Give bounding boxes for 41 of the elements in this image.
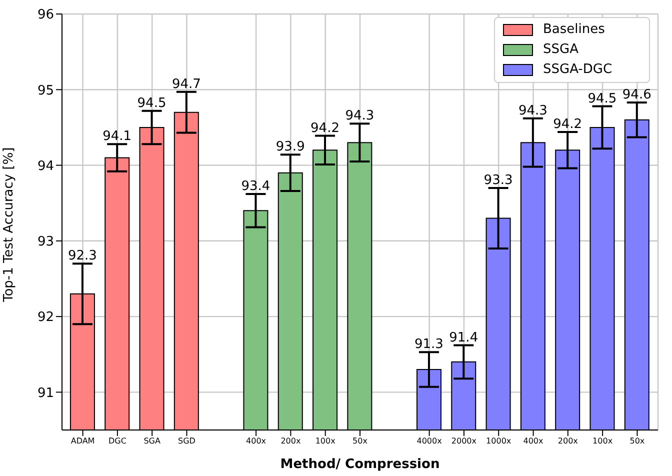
data-label: 91.4 bbox=[449, 330, 478, 346]
data-label: 94.5 bbox=[137, 96, 166, 111]
data-label: 94.2 bbox=[553, 116, 582, 132]
data-label: 93.9 bbox=[276, 140, 305, 155]
y-tick-label: 92 bbox=[37, 310, 54, 326]
legend-label: SSGA-DGC bbox=[543, 61, 612, 79]
x-tick-label: SGA bbox=[144, 436, 161, 446]
y-tick-label: 91 bbox=[37, 386, 54, 401]
x-tick-label: 1000x bbox=[486, 436, 512, 446]
x-tick-label: 200x bbox=[558, 436, 578, 446]
x-tick-label: 100x bbox=[592, 436, 613, 446]
x-tick-label: 400x bbox=[523, 436, 544, 446]
x-axis-title: Method/ Compression bbox=[280, 457, 440, 472]
data-label: 94.6 bbox=[622, 87, 652, 102]
data-label: 94.5 bbox=[588, 91, 617, 106]
x-tick-label: 50x bbox=[352, 436, 368, 446]
legend-label: SSGA bbox=[543, 41, 578, 59]
y-tick-label: 94 bbox=[37, 158, 54, 174]
data-label: 93.3 bbox=[484, 172, 513, 188]
y-tick-label: 95 bbox=[37, 83, 54, 98]
data-label: 94.2 bbox=[310, 120, 340, 136]
x-tick-label: 2000x bbox=[451, 436, 477, 446]
data-label: 94.3 bbox=[345, 108, 374, 124]
data-label: 92.3 bbox=[68, 248, 97, 264]
data-label: 94.7 bbox=[172, 76, 201, 92]
y-tick-label: 93 bbox=[37, 234, 54, 250]
x-tick-label: ADAM bbox=[70, 436, 95, 446]
y-axis-title: Top-1 Test Accuracy [%] bbox=[2, 147, 17, 303]
legend-label: Baselines bbox=[543, 21, 605, 39]
data-label: 91.3 bbox=[414, 337, 444, 352]
data-label: 94.3 bbox=[518, 103, 548, 118]
data-label: 94.1 bbox=[102, 129, 132, 144]
x-tick-label: 100x bbox=[315, 436, 336, 446]
x-tick-label: 4000x bbox=[416, 436, 442, 446]
x-tick-label: SGD bbox=[178, 436, 196, 446]
y-tick-label: 96 bbox=[37, 8, 54, 23]
x-tick-label: 200x bbox=[280, 436, 301, 446]
x-tick-label: 50x bbox=[630, 436, 645, 446]
data-label: 93.4 bbox=[241, 179, 270, 194]
x-tick-label: DGC bbox=[108, 436, 127, 446]
x-tick-label: 400x bbox=[246, 436, 266, 446]
